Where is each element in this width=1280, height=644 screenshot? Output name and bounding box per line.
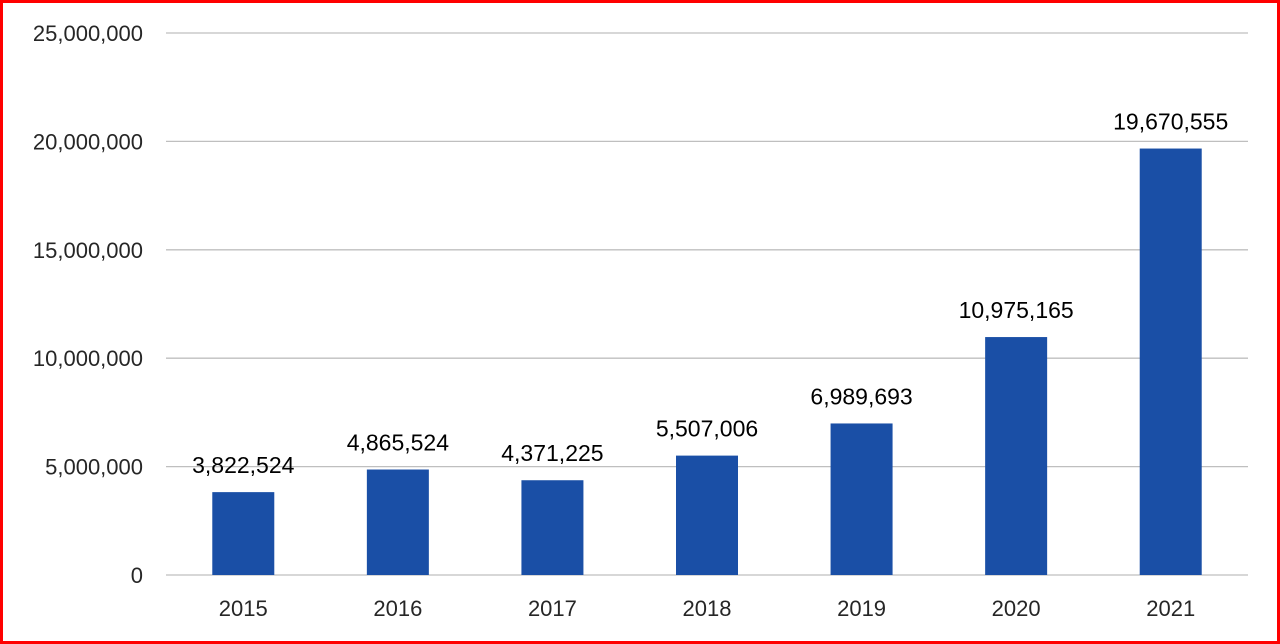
y-tick-label: 5,000,000 bbox=[45, 455, 143, 480]
bar bbox=[1139, 148, 1202, 576]
bar bbox=[830, 423, 893, 575]
data-label: 6,989,693 bbox=[810, 383, 912, 409]
x-tick-label: 2019 bbox=[837, 596, 886, 621]
data-label: 4,865,524 bbox=[347, 430, 450, 456]
data-label: 4,371,225 bbox=[501, 440, 603, 466]
bar bbox=[212, 492, 275, 575]
bar bbox=[366, 469, 429, 575]
y-axis-tick-labels: 0 5,000,000 10,000,000 15,000,000 20,000,000… bbox=[33, 21, 143, 588]
x-tick-label: 2017 bbox=[528, 596, 577, 621]
data-label: 3,822,524 bbox=[192, 452, 295, 478]
bars bbox=[212, 148, 1202, 576]
x-tick-label: 2021 bbox=[1146, 596, 1195, 621]
data-labels: 3,822,524 4,865,524 4,371,225 5,507,006 6,98… bbox=[192, 109, 1228, 479]
y-tick-label: 15,000,000 bbox=[33, 238, 143, 263]
data-label: 10,975,165 bbox=[959, 297, 1074, 323]
y-tick-label: 0 bbox=[131, 563, 143, 588]
x-tick-label: 2018 bbox=[683, 596, 732, 621]
x-tick-label: 2020 bbox=[992, 596, 1041, 621]
bar bbox=[985, 337, 1048, 575]
x-tick-label: 2015 bbox=[219, 596, 268, 621]
x-axis-tick-labels: 2015 2016 2017 2018 2019 2020 2021 bbox=[219, 596, 1195, 621]
bar bbox=[676, 455, 738, 575]
x-tick-label: 2016 bbox=[373, 596, 422, 621]
y-tick-label: 20,000,000 bbox=[33, 129, 143, 154]
data-label: 5,507,006 bbox=[656, 416, 758, 442]
bar bbox=[521, 480, 584, 575]
bar-chart: 0 5,000,000 10,000,000 15,000,000 20,000,000… bbox=[33, 21, 1248, 621]
gridlines bbox=[166, 32, 1248, 576]
y-tick-label: 25,000,000 bbox=[33, 21, 143, 46]
data-label: 19,670,555 bbox=[1113, 109, 1228, 135]
y-tick-label: 10,000,000 bbox=[33, 346, 143, 371]
